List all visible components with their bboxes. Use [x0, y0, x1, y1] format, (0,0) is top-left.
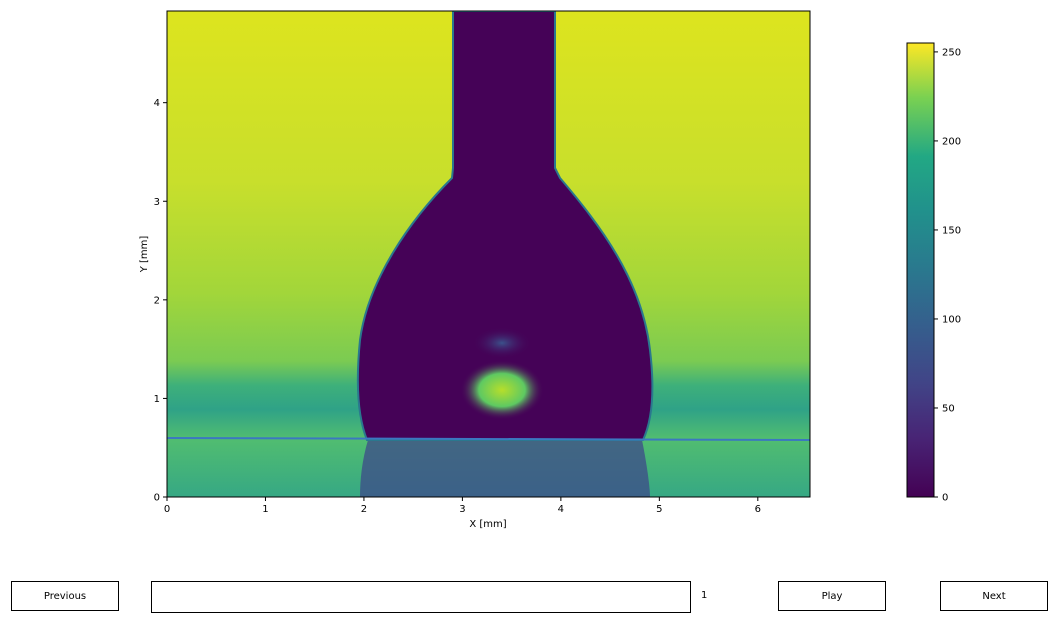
drop-dim-spot — [472, 327, 532, 359]
colorbar-tick-label: 200 — [942, 136, 961, 147]
y-axis-ticks: 0 1 2 3 4 — [154, 98, 167, 504]
x-tick-label: 0 — [164, 504, 170, 515]
colorbar-tick-label: 150 — [942, 225, 961, 236]
substrate-line — [167, 437, 810, 441]
y-tick-label: 1 — [154, 394, 160, 405]
colorbar-ticks: 0 50 100 150 200 250 — [934, 47, 961, 504]
x-tick-label: 5 — [656, 504, 662, 515]
colorbar-tick-label: 250 — [942, 47, 961, 58]
drop-reflection — [360, 440, 650, 497]
x-tick-label: 3 — [459, 504, 465, 515]
previous-button[interactable]: Previous — [11, 581, 119, 611]
y-tick-label: 4 — [154, 98, 160, 109]
image-axes — [167, 11, 810, 497]
y-axis-label: Y [mm] — [139, 236, 150, 274]
axes-frame — [166, 10, 811, 498]
frame-slider[interactable] — [151, 581, 691, 613]
x-tick-label: 6 — [755, 504, 761, 515]
colorbar — [906, 42, 935, 498]
next-button[interactable]: Next — [940, 581, 1048, 611]
colorbar-tick-label: 50 — [942, 403, 955, 414]
drop-bright-spot — [460, 360, 544, 420]
colorbar-tick-label: 100 — [942, 314, 961, 325]
y-tick-label: 3 — [154, 197, 160, 208]
x-tick-label: 1 — [262, 504, 268, 515]
y-tick-label: 0 — [154, 493, 160, 504]
x-tick-label: 2 — [361, 504, 367, 515]
y-tick-label: 2 — [154, 295, 160, 306]
x-axis-label: X [mm] — [469, 519, 506, 530]
play-button[interactable]: Play — [778, 581, 886, 611]
x-tick-label: 4 — [558, 504, 564, 515]
x-axis-ticks: 0 1 2 3 4 5 6 — [164, 497, 761, 515]
frame-value: 1 — [701, 590, 708, 601]
figure-canvas: 0 1 2 3 4 5 6 0 1 2 3 4 X [mm] Y [mm] 0 50 100 150 200… — [139, 10, 961, 530]
colorbar-tick-label: 0 — [942, 493, 948, 504]
